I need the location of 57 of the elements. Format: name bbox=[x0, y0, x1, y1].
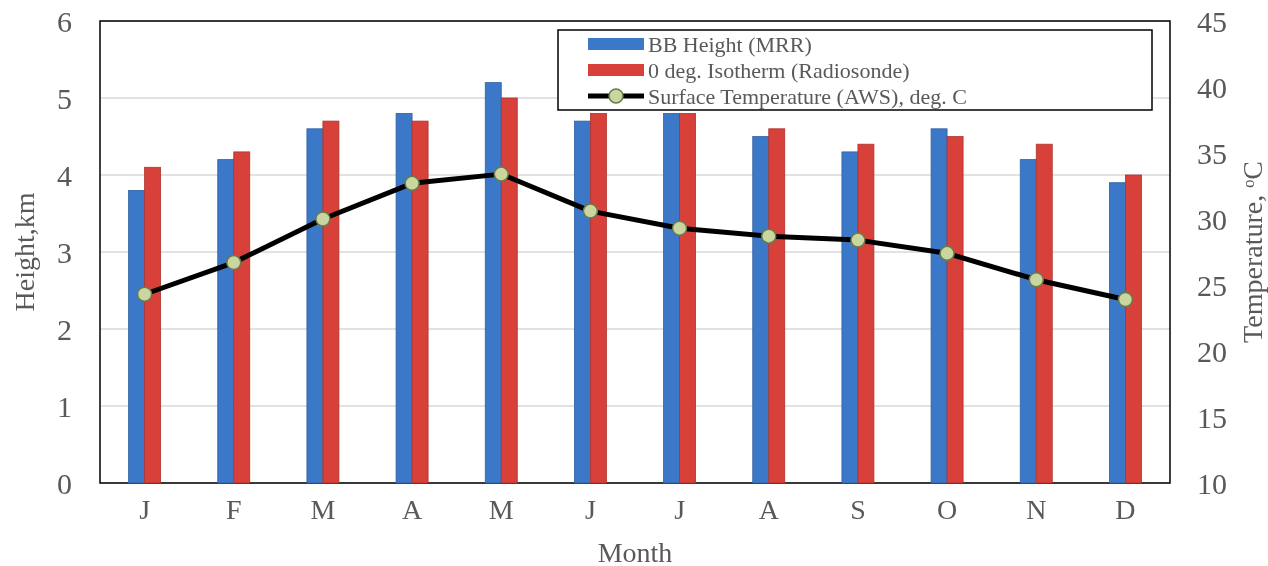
y2-tick-label: 20 bbox=[1197, 334, 1227, 368]
x-tick-label: A bbox=[401, 494, 423, 525]
x-tick-label: F bbox=[225, 494, 242, 525]
bar bbox=[1035, 143, 1053, 484]
bar bbox=[128, 190, 145, 484]
x-tick-label: M bbox=[310, 494, 336, 525]
y-tick-label: 0 bbox=[57, 466, 72, 500]
y2-tick-label: 35 bbox=[1197, 136, 1227, 170]
y2-tick-label: 10 bbox=[1197, 466, 1227, 500]
bar bbox=[1109, 182, 1126, 484]
bar bbox=[841, 151, 859, 484]
x-tick-label: M bbox=[488, 494, 514, 525]
y-tick-label: 6 bbox=[57, 4, 72, 38]
bar bbox=[1125, 174, 1142, 484]
x-tick-label: D bbox=[1115, 494, 1136, 525]
y-tick-label: 1 bbox=[57, 389, 72, 423]
bar bbox=[679, 113, 696, 484]
x-tick-label: O bbox=[936, 494, 958, 525]
y2-tick-label: 30 bbox=[1197, 202, 1227, 236]
bar bbox=[500, 97, 518, 484]
x-tick-label: A bbox=[758, 494, 780, 525]
bar bbox=[1019, 159, 1037, 484]
bar bbox=[768, 128, 786, 484]
bar bbox=[574, 120, 591, 484]
bar bbox=[411, 120, 429, 484]
y-tick-label: 3 bbox=[57, 235, 72, 269]
bar bbox=[306, 128, 324, 484]
y-tick-label: 5 bbox=[57, 81, 72, 115]
bar bbox=[322, 120, 340, 484]
bar bbox=[484, 82, 502, 484]
x-tick-label: N bbox=[1026, 494, 1047, 525]
y-tick-label: 2 bbox=[57, 312, 72, 346]
x-axis-title: Month bbox=[597, 537, 673, 566]
bar bbox=[217, 159, 235, 484]
bar bbox=[395, 113, 413, 484]
x-tick-label: S bbox=[850, 494, 866, 525]
bar bbox=[663, 113, 680, 484]
y-axis-title: Height,km bbox=[9, 192, 40, 312]
bar bbox=[946, 136, 964, 484]
bar bbox=[590, 113, 607, 484]
y2-axis-title: Temperature, ᵒC bbox=[1237, 161, 1268, 343]
bar bbox=[857, 143, 875, 484]
bar bbox=[233, 151, 251, 484]
y2-tick-label: 40 bbox=[1197, 70, 1227, 104]
y2-tick-label: 25 bbox=[1197, 268, 1227, 302]
x-tick-label: J bbox=[139, 494, 151, 525]
bar bbox=[144, 166, 161, 484]
y-tick-label: 4 bbox=[57, 158, 72, 192]
x-tick-label: J bbox=[584, 494, 596, 525]
y2-tick-label: 15 bbox=[1197, 400, 1227, 434]
x-tick-label: J bbox=[674, 494, 686, 525]
bar bbox=[752, 136, 770, 484]
bar bbox=[930, 128, 948, 484]
y2-tick-label: 45 bbox=[1197, 4, 1227, 38]
legend-label: 0 deg. Isotherm (Radiosonde) bbox=[648, 57, 910, 83]
legend-label: Surface Temperature (AWS), deg. C bbox=[648, 83, 967, 109]
legend-label: BB Height (MRR) bbox=[648, 31, 812, 57]
